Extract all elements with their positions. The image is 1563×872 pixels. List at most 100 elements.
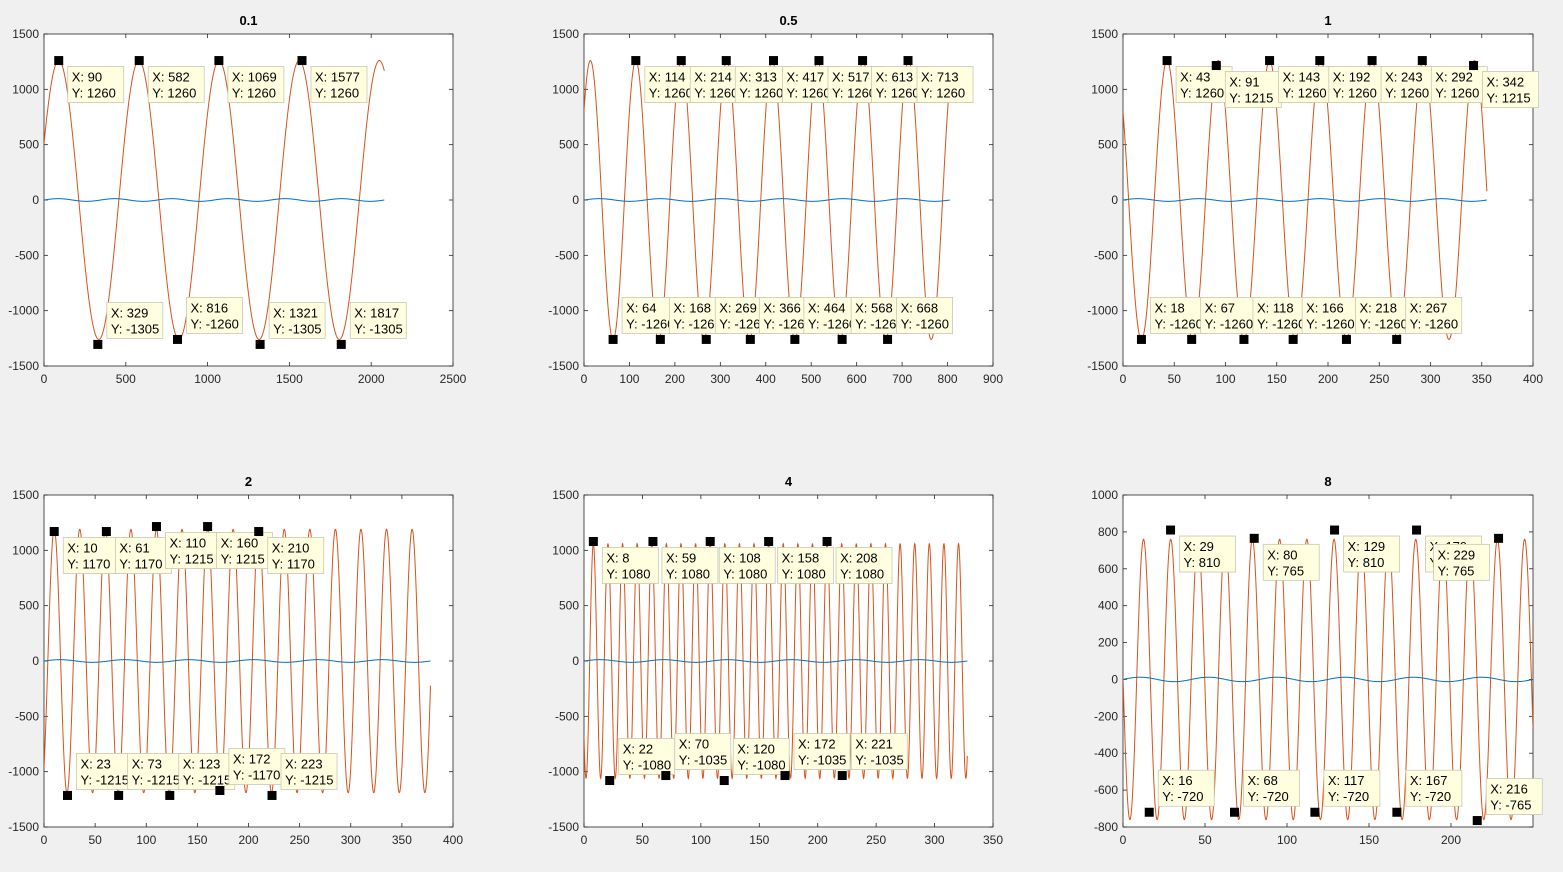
datatip-marker[interactable] [608,334,618,344]
datatip[interactable]: X: 23Y: -1215 [63,753,133,800]
datatip[interactable]: X: 80Y: 765 [1249,533,1320,581]
datatip-marker[interactable] [1230,807,1240,817]
datatip[interactable]: X: 16Y: -720 [1144,769,1215,817]
datatip-marker[interactable] [1315,56,1325,66]
datatip[interactable]: X: 64Y: -1260 [608,297,679,344]
datatip-marker[interactable] [1187,334,1197,344]
datatip-marker[interactable] [605,776,615,786]
datatip-marker[interactable] [790,334,800,344]
datatip-marker[interactable] [1288,334,1298,344]
datatip-marker[interactable] [1341,334,1351,344]
datatip-marker[interactable] [214,56,224,66]
datatip-marker[interactable] [215,785,225,795]
datatip[interactable]: X: 67Y: -1260 [1187,297,1258,344]
datatip-marker[interactable] [1330,525,1340,535]
datatip-marker[interactable] [49,527,59,537]
datatip-marker[interactable] [631,56,641,66]
datatip-marker[interactable] [764,536,774,546]
datatip-marker[interactable] [254,527,264,537]
datatip[interactable]: X: 70Y: -1035 [661,733,732,781]
datatip[interactable]: X: 29Y: 810 [1166,525,1236,573]
datatip[interactable]: X: 90Y: 1260 [54,56,125,103]
datatip-marker[interactable] [1144,807,1154,817]
datatip-marker[interactable] [721,56,731,66]
datatip-marker[interactable] [769,56,779,66]
datatip-marker[interactable] [93,339,103,349]
datatip[interactable]: X: 8Y: 1080 [588,536,659,584]
datatip-marker[interactable] [661,771,671,781]
datatip-marker[interactable] [1249,533,1259,543]
datatip[interactable]: X: 18Y: -1260 [1136,297,1207,344]
datatip-marker[interactable] [588,536,598,546]
datatip-marker[interactable] [648,536,658,546]
datatip-marker[interactable] [814,56,824,66]
datatip-marker[interactable] [1472,816,1482,826]
datatip-marker[interactable] [63,790,73,800]
datatip-marker[interactable] [822,536,832,546]
datatip-marker[interactable] [1392,807,1402,817]
datatip-marker[interactable] [1469,61,1479,71]
datatip-marker[interactable] [1162,56,1172,66]
datatip-marker[interactable] [1417,56,1427,66]
datatip-marker[interactable] [701,334,711,344]
datatip-marker[interactable] [1211,61,1221,71]
datatip-marker[interactable] [837,334,847,344]
datatip[interactable]: X: 43Y: 1260 [1162,56,1233,103]
datatip-marker[interactable] [1136,334,1146,344]
datatip-marker[interactable] [1494,533,1504,543]
datatip-marker[interactable] [151,522,161,532]
datatip[interactable]: X: 73Y: -1215 [114,753,185,800]
datatip-marker[interactable] [255,339,265,349]
datatip-marker[interactable] [837,771,847,781]
datatip-marker[interactable] [1310,807,1320,817]
datatip-marker[interactable] [1392,334,1402,344]
datatip[interactable]: X: 61Y: 1170 [101,527,172,574]
datatip-marker[interactable] [1239,334,1249,344]
datatip[interactable]: X: 68Y: -720 [1230,769,1300,817]
datatip-marker[interactable] [267,790,277,800]
datatip[interactable]: X: 59Y: 1080 [648,536,719,584]
datatip-marker[interactable] [745,334,755,344]
datatip-marker[interactable] [297,56,307,66]
datatip-marker[interactable] [172,334,182,344]
datatip-marker[interactable] [1166,525,1176,535]
datatip[interactable]: X: 91Y: 1215 [1211,61,1282,108]
datatip-marker[interactable] [134,56,144,66]
datatip-marker[interactable] [114,790,124,800]
datatip-marker[interactable] [780,771,790,781]
datatip-marker[interactable] [858,56,868,66]
datatip-marker[interactable] [54,56,64,66]
datatip-marker[interactable] [719,776,729,786]
datatip-marker[interactable] [165,790,175,800]
